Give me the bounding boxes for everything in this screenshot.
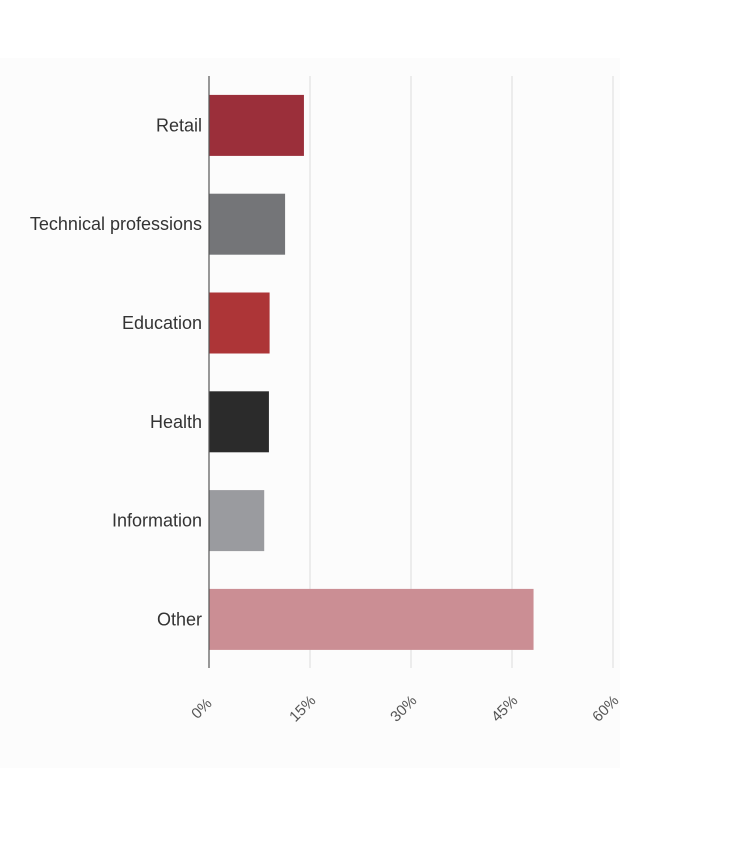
category-label: Information xyxy=(112,511,202,531)
category-label: Retail xyxy=(156,115,202,135)
bar-education xyxy=(209,292,270,354)
bar-information xyxy=(209,490,265,552)
category-label: Health xyxy=(150,412,202,432)
bar-retail xyxy=(209,94,304,156)
bars xyxy=(209,94,534,650)
category-label: Other xyxy=(157,609,202,629)
category-labels: Retail Technical professions Education Heal… xyxy=(30,115,202,629)
bar-technical-professions xyxy=(209,193,286,255)
gridlines xyxy=(309,76,614,668)
bar-other xyxy=(209,588,534,650)
category-label: Education xyxy=(122,313,202,333)
category-label: Technical professions xyxy=(30,214,202,234)
bar-health xyxy=(209,391,269,453)
